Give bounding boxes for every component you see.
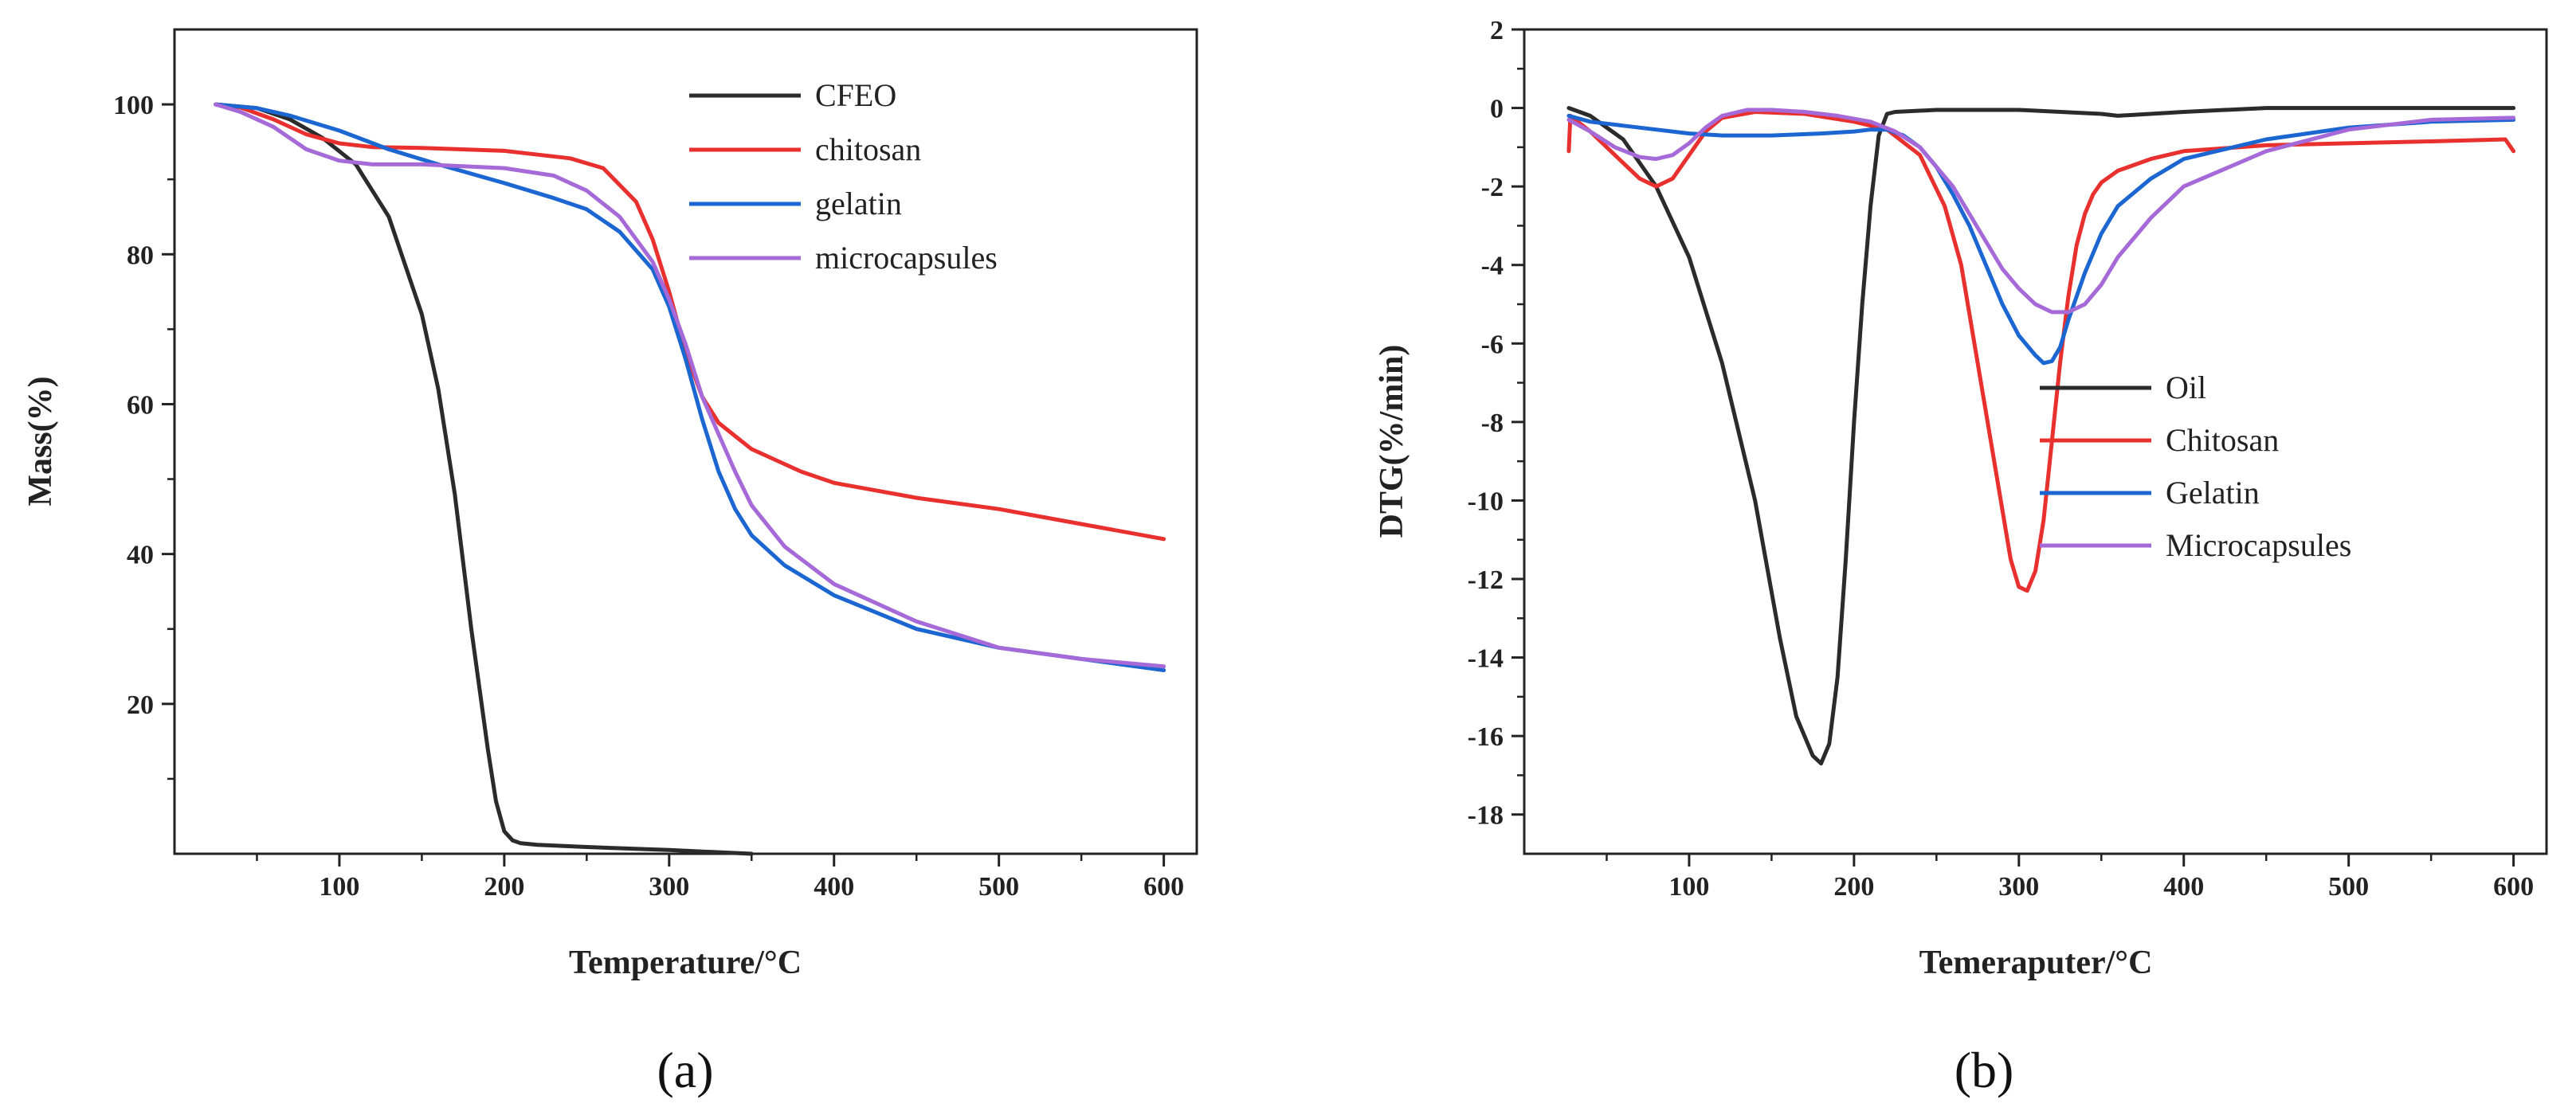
y-tick-label: -4 xyxy=(1481,252,1504,281)
y-tick-label: -18 xyxy=(1468,801,1504,831)
chart-b-tick-labels: 100 200 300 400 500 600 2 0 -2 -4 -6 -8 -10 -12 -14 -16… xyxy=(1468,16,2534,902)
x-tick-label: 600 xyxy=(1143,872,1184,902)
legend-label-chitosan: chitosan xyxy=(815,131,921,167)
x-tick-label: 400 xyxy=(814,872,854,902)
chart-a-mass: 100 200 300 400 500 600 20 40 60 80 100 CFEO chitos… xyxy=(22,28,1198,1098)
y-tick-label: -10 xyxy=(1468,487,1504,516)
x-tick-label: 300 xyxy=(1998,872,2039,902)
legend-label-oil: Oil xyxy=(2166,370,2206,405)
y-tick-label: -14 xyxy=(1468,644,1504,674)
y-tick-label: 0 xyxy=(1490,95,1504,124)
x-tick-label: 500 xyxy=(978,872,1019,902)
series-line-gelatin xyxy=(214,102,1166,672)
y-tick-label: -6 xyxy=(1481,330,1504,359)
series-line-cfeo xyxy=(214,102,754,856)
chart-b-ticks xyxy=(1511,28,2515,867)
x-tick-label: 200 xyxy=(1833,872,1874,902)
series-line-chitosan xyxy=(214,102,1166,542)
y-tick-label: 60 xyxy=(127,390,154,420)
y-tick-label: 2 xyxy=(1490,16,1504,45)
chart-a-plot-frame xyxy=(173,28,1198,855)
y-tick-label: -12 xyxy=(1468,565,1504,595)
chart-a-tick-labels: 100 200 300 400 500 600 20 40 60 80 100 xyxy=(113,91,1184,902)
legend-label-chitosan: Chitosan xyxy=(2166,422,2279,458)
y-tick-label: -16 xyxy=(1468,722,1504,752)
x-tick-label: 300 xyxy=(649,872,689,902)
chart-a-legend: CFEO chitosan gelatin microcapsules xyxy=(689,77,998,276)
chart-b-legend: Oil Chitosan Gelatin Microcapsules xyxy=(2040,370,2351,563)
x-tick-label: 600 xyxy=(2493,872,2534,902)
chart-a-x-axis-label: Temperature/°C xyxy=(569,945,802,981)
legend-label-cfeo: CFEO xyxy=(815,77,896,113)
y-tick-label: 20 xyxy=(127,691,154,720)
chart-b-panel-label: (b) xyxy=(1955,1042,2014,1098)
chart-b-dtg: 100 200 300 400 500 600 2 0 -2 -4 -6 -8 -10 -12 -14 -16… xyxy=(1374,16,2548,1098)
series-line-oil xyxy=(1566,106,2516,766)
chart-a-series xyxy=(214,102,1166,856)
legend-label-microcapsules: Microcapsules xyxy=(2166,527,2351,563)
chart-b-y-axis-label: DTG(%/min) xyxy=(1374,345,1410,538)
legend-label-gelatin: gelatin xyxy=(815,186,902,221)
series-line-microcapsules xyxy=(214,102,1166,669)
x-tick-label: 100 xyxy=(319,872,359,902)
y-tick-label: -8 xyxy=(1481,409,1504,438)
x-tick-label: 200 xyxy=(484,872,524,902)
x-tick-label: 100 xyxy=(1668,872,1709,902)
x-tick-label: 500 xyxy=(2328,872,2369,902)
series-line-gelatin xyxy=(1566,113,2516,366)
x-tick-label: 400 xyxy=(2163,872,2204,902)
chart-b-x-axis-label: Temeraputer/°C xyxy=(1919,945,2153,981)
legend-label-microcapsules: microcapsules xyxy=(815,240,998,276)
chart-b-plot-frame xyxy=(1523,28,2548,855)
y-tick-label: 80 xyxy=(127,241,154,270)
series-line-chitosan xyxy=(1566,110,2516,593)
legend-label-gelatin: Gelatin xyxy=(2166,475,2260,511)
y-tick-label: 100 xyxy=(113,91,154,120)
y-tick-label: 40 xyxy=(127,541,154,570)
chart-a-panel-label: (a) xyxy=(657,1042,713,1098)
chart-a-ticks xyxy=(162,103,1166,867)
series-line-microcapsules xyxy=(1566,108,2516,315)
chart-a-y-axis-label: Mass(%) xyxy=(22,376,59,506)
chart-b-series xyxy=(1566,106,2516,766)
y-tick-label: -2 xyxy=(1481,173,1504,202)
